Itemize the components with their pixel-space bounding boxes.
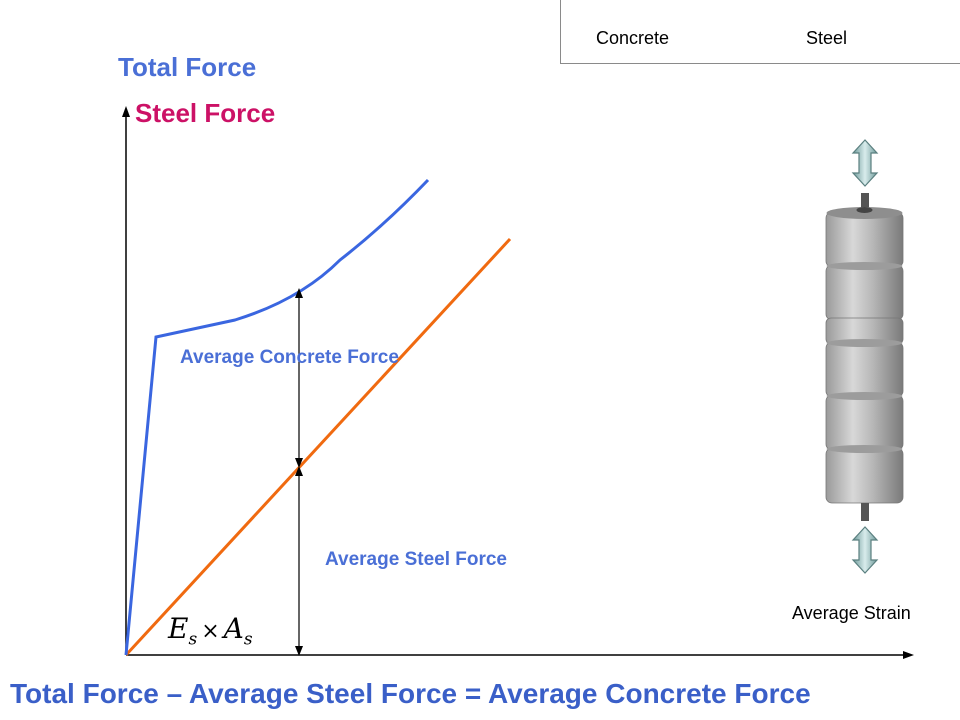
- y-axis-label-total-force: Total Force: [118, 52, 257, 82]
- top-tension-arrow-icon: [851, 139, 879, 187]
- formula-A: A: [223, 612, 244, 645]
- steel-force-arrow-top: [295, 466, 303, 476]
- bottom-tension-arrow-icon: [851, 526, 879, 574]
- legend-steel-label: Steel: [806, 28, 848, 48]
- stiffness-formula: Es × As: [168, 612, 253, 650]
- average-steel-force-label: Average Steel Force: [325, 549, 507, 570]
- legend-box: Concrete Steel: [560, 0, 960, 64]
- steel-force-arrow-bottom: [295, 646, 303, 656]
- formula-times: ×: [201, 619, 220, 644]
- concrete-force-arrow-bottom: [295, 458, 303, 468]
- total-force-curve: [124, 178, 430, 656]
- steel-force-line: [124, 237, 512, 657]
- x-axis-arrowhead: [903, 651, 914, 659]
- x-axis-label: Average Strain: [792, 603, 911, 623]
- formula-E-subscript: s: [188, 629, 198, 650]
- y-axis-label-steel-force: Steel Force: [135, 98, 276, 128]
- tension-specimen-illustration: [825, 139, 904, 574]
- average-concrete-force-label: Average Concrete Force: [180, 347, 399, 368]
- y-axis-arrowhead: [122, 106, 130, 117]
- formula-E: E: [168, 612, 189, 645]
- concrete-segments: [825, 207, 904, 504]
- concrete-force-arrow-top: [295, 288, 303, 298]
- legend-concrete-label: Concrete: [596, 28, 670, 48]
- formula-A-subscript: s: [243, 629, 253, 650]
- bottom-equation: Total Force – Average Steel Force = Aver…: [10, 678, 811, 709]
